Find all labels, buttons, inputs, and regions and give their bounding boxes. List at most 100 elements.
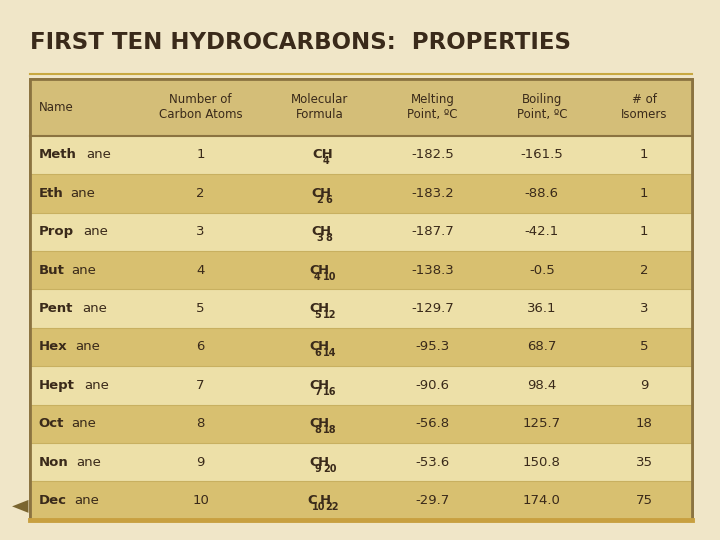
- Text: -90.6: -90.6: [415, 379, 449, 392]
- Text: H: H: [320, 225, 331, 238]
- Text: C: C: [309, 379, 318, 392]
- Bar: [30, 136, 692, 174]
- Text: Hex: Hex: [38, 340, 67, 354]
- Text: ane: ane: [86, 148, 112, 161]
- Bar: [30, 289, 692, 328]
- Text: 150.8: 150.8: [523, 456, 561, 469]
- Text: Prop: Prop: [38, 225, 73, 238]
- Text: 174.0: 174.0: [523, 494, 561, 507]
- Text: ane: ane: [71, 264, 96, 276]
- Text: 1: 1: [640, 148, 649, 161]
- Text: 35: 35: [636, 456, 652, 469]
- Bar: [30, 404, 692, 443]
- Bar: [30, 174, 692, 213]
- Bar: [30, 443, 692, 481]
- Text: 18: 18: [323, 425, 337, 435]
- Text: 12: 12: [323, 310, 337, 320]
- Text: Name: Name: [38, 101, 73, 114]
- Text: FIRST TEN HYDROCARBONS:  PROPERTIES: FIRST TEN HYDROCARBONS: PROPERTIES: [30, 31, 571, 54]
- Text: 10: 10: [323, 272, 337, 281]
- Bar: [30, 481, 692, 520]
- Text: H: H: [318, 456, 329, 469]
- Text: -42.1: -42.1: [525, 225, 559, 238]
- Text: -161.5: -161.5: [521, 148, 563, 161]
- Bar: [30, 251, 692, 289]
- Text: ane: ane: [74, 494, 99, 507]
- Text: 10: 10: [312, 502, 325, 512]
- Text: C: C: [307, 494, 317, 507]
- Text: -187.7: -187.7: [411, 225, 454, 238]
- Text: 1: 1: [640, 187, 649, 200]
- Text: C: C: [309, 340, 318, 354]
- Text: 7: 7: [197, 379, 204, 392]
- Text: ane: ane: [70, 187, 95, 200]
- Text: ane: ane: [75, 340, 100, 354]
- Text: 7: 7: [314, 387, 321, 397]
- Text: 8: 8: [197, 417, 204, 430]
- Text: 68.7: 68.7: [527, 340, 557, 354]
- Bar: [30, 366, 692, 404]
- Text: Hept: Hept: [38, 379, 74, 392]
- Text: Meth: Meth: [38, 148, 76, 161]
- Text: Boiling
Point, ºC: Boiling Point, ºC: [516, 93, 567, 122]
- Text: Oct: Oct: [38, 417, 64, 430]
- Text: C: C: [309, 456, 318, 469]
- Text: Number of
Carbon Atoms: Number of Carbon Atoms: [158, 93, 243, 122]
- Text: 2: 2: [640, 264, 649, 276]
- Text: 3: 3: [316, 233, 323, 243]
- Text: H: H: [320, 494, 331, 507]
- Bar: [30, 79, 692, 520]
- Text: C: C: [309, 264, 318, 276]
- Text: -53.6: -53.6: [415, 456, 450, 469]
- Text: ane: ane: [84, 379, 109, 392]
- Text: ane: ane: [71, 417, 96, 430]
- Text: 1: 1: [197, 148, 204, 161]
- Text: 125.7: 125.7: [523, 417, 561, 430]
- Text: ane: ane: [76, 456, 102, 469]
- Text: Pent: Pent: [38, 302, 73, 315]
- Text: -56.8: -56.8: [415, 417, 449, 430]
- Text: Eth: Eth: [38, 187, 63, 200]
- Text: 9: 9: [197, 456, 204, 469]
- Text: H: H: [320, 187, 331, 200]
- Text: H: H: [318, 340, 329, 354]
- Text: H: H: [318, 302, 329, 315]
- Text: 3: 3: [640, 302, 649, 315]
- Bar: [30, 79, 692, 520]
- Text: ane: ane: [82, 302, 107, 315]
- Text: 5: 5: [314, 310, 321, 320]
- Text: 6: 6: [197, 340, 204, 354]
- Text: 14: 14: [323, 348, 337, 359]
- Text: 75: 75: [636, 494, 652, 507]
- Text: 9: 9: [314, 464, 321, 474]
- Text: 8: 8: [325, 233, 332, 243]
- Text: 3: 3: [197, 225, 204, 238]
- Text: Melting
Point, ºC: Melting Point, ºC: [408, 93, 458, 122]
- Text: 16: 16: [323, 387, 337, 397]
- Text: -182.5: -182.5: [411, 148, 454, 161]
- Text: 10: 10: [192, 494, 209, 507]
- Text: -0.5: -0.5: [529, 264, 554, 276]
- Text: 22: 22: [325, 502, 338, 512]
- Text: Dec: Dec: [38, 494, 66, 507]
- Text: -129.7: -129.7: [411, 302, 454, 315]
- Text: But: But: [38, 264, 64, 276]
- Bar: [30, 328, 692, 366]
- Text: 2: 2: [316, 195, 323, 205]
- Text: H: H: [318, 264, 329, 276]
- Text: ane: ane: [84, 225, 108, 238]
- Text: 1: 1: [640, 225, 649, 238]
- Text: Molecular
Formula: Molecular Formula: [292, 93, 348, 122]
- Text: 5: 5: [640, 340, 649, 354]
- Text: H: H: [318, 379, 329, 392]
- Text: 8: 8: [314, 425, 321, 435]
- Text: -29.7: -29.7: [415, 494, 450, 507]
- Text: 5: 5: [197, 302, 204, 315]
- Text: 98.4: 98.4: [527, 379, 557, 392]
- Text: 4: 4: [314, 272, 321, 281]
- Text: -183.2: -183.2: [411, 187, 454, 200]
- Bar: [30, 79, 692, 136]
- Text: 9: 9: [640, 379, 648, 392]
- Text: 18: 18: [636, 417, 652, 430]
- Text: 2: 2: [197, 187, 204, 200]
